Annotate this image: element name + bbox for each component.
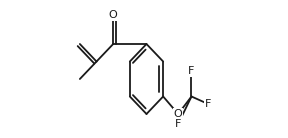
Text: F: F bbox=[175, 119, 181, 129]
Text: O: O bbox=[174, 109, 183, 119]
Text: F: F bbox=[188, 66, 195, 76]
Text: F: F bbox=[205, 99, 211, 109]
Text: O: O bbox=[109, 10, 118, 20]
